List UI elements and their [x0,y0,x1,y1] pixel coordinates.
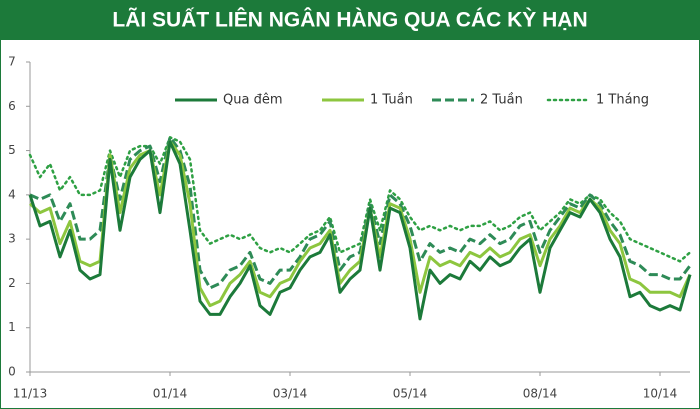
x-tick-label: 08/14 [523,387,558,401]
x-tick-label: 05/14 [393,387,428,401]
legend-label: Qua đêm [223,93,282,108]
x-tick-label: 10/14 [643,387,678,401]
y-tick-label: 4 [8,187,16,201]
line-series [29,135,692,290]
x-tick-label: 03/14 [273,387,308,401]
x-tick-label: 01/14 [153,387,188,401]
title-banner [0,0,700,40]
x-tick-label: 11/13 [13,387,48,401]
line-series [28,140,692,321]
y-tick-label: 1 [8,320,16,334]
chart-title: LÃI SUẤT LIÊN NGÂN HÀNG QUA CÁC KỲ HẠN [112,8,587,32]
legend-label: 1 Tháng [596,93,649,108]
y-tick-label: 3 [8,232,16,246]
legend-label: 2 Tuần [480,93,523,108]
y-tick-label: 5 [8,143,16,157]
y-tick-label: 6 [8,99,16,113]
y-tick-label: 2 [8,276,16,290]
line-series [28,136,692,263]
legend-label: 1 Tuần [370,93,413,108]
y-tick-label: 7 [8,55,16,69]
y-tick-label: 0 [8,365,16,379]
